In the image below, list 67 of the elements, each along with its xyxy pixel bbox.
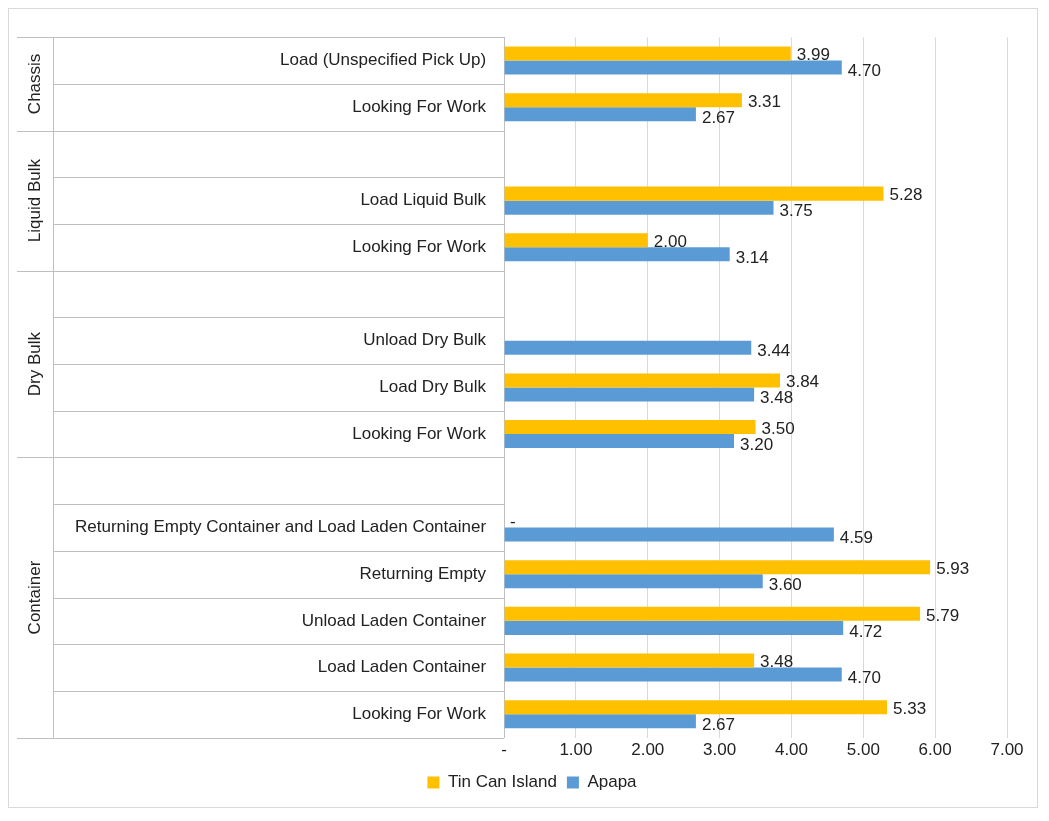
y-tick-label: Unload Laden Container [301,610,487,630]
y-tick-label: Looking For Work [352,237,487,257]
bar [504,186,884,201]
legend-label: Apapa [587,772,638,792]
bar [504,387,755,402]
bar [504,60,842,75]
data-label: 5.28 [889,185,923,205]
y-tick-label: Looking For Work [352,96,487,116]
data-label: 4.70 [847,61,881,81]
bar [504,200,774,215]
bar [504,574,763,589]
x-tick-label: 1.00 [559,740,593,760]
bar [504,700,888,715]
x-tick-label: 5.00 [846,740,880,760]
bar [504,606,921,621]
bar [504,340,752,355]
bar [504,233,648,248]
x-tick-label: 7.00 [990,740,1024,760]
bar [504,247,730,262]
y-tick-label: Load Liquid Bulk [360,190,487,210]
bar [504,46,791,61]
bar [504,560,931,575]
bar [504,107,696,122]
y-tick-label: Load (Unspecified Pick Up) [280,50,487,70]
data-label: 2.00 [653,232,687,251]
data-label: 3.44 [757,341,791,361]
data-label: 3.48 [760,652,794,672]
data-label: 3.75 [779,201,813,221]
x-tick-label: - [501,740,507,760]
y-tick-label: Looking For Work [352,423,487,443]
bar [504,373,780,388]
y-tick-label: Load Laden Container [317,657,487,677]
data-label: 4.59 [839,528,873,548]
bar [504,434,734,449]
data-label: - [510,512,516,532]
y-tick-label: Returning Empty [359,563,487,583]
x-tick-label: 3.00 [703,740,737,760]
text: Liquid Bulk [24,158,44,243]
bar [504,667,842,682]
data-label: 4.70 [847,668,881,688]
x-tick-label: 2.00 [631,740,665,760]
data-label: 2.67 [701,107,736,127]
y-tick-label: Load Dry Bulk [379,377,487,397]
data-label: 3.60 [768,574,802,594]
data-label: 3.31 [747,91,781,111]
x-tick-label: 6.00 [918,740,952,760]
legend-label: Tin Can Island [447,772,557,792]
data-label: 5.79 [926,605,960,625]
data-label: 2.67 [701,714,736,734]
data-label: 3.14 [735,248,769,268]
y-tick-label: Looking For Work [352,703,487,723]
bar [504,420,756,435]
text: Container [24,560,44,635]
data-label: 4.72 [849,621,883,641]
data-label: 3.99 [796,45,830,65]
data-label: 5.33 [893,698,927,718]
data-label: 5.93 [936,558,970,578]
bar [504,620,844,635]
bar [504,527,834,542]
text: Dry Bulk [24,331,44,397]
bar [504,653,755,668]
y-tick-label: Unload Dry Bulk [363,330,487,350]
x-tick-label: 4.00 [774,740,809,760]
bar [504,714,696,729]
y-tick-label: Returning Empty Container and Load Laden Container [75,517,487,537]
text: Chassis [24,53,44,115]
bar [504,93,742,108]
